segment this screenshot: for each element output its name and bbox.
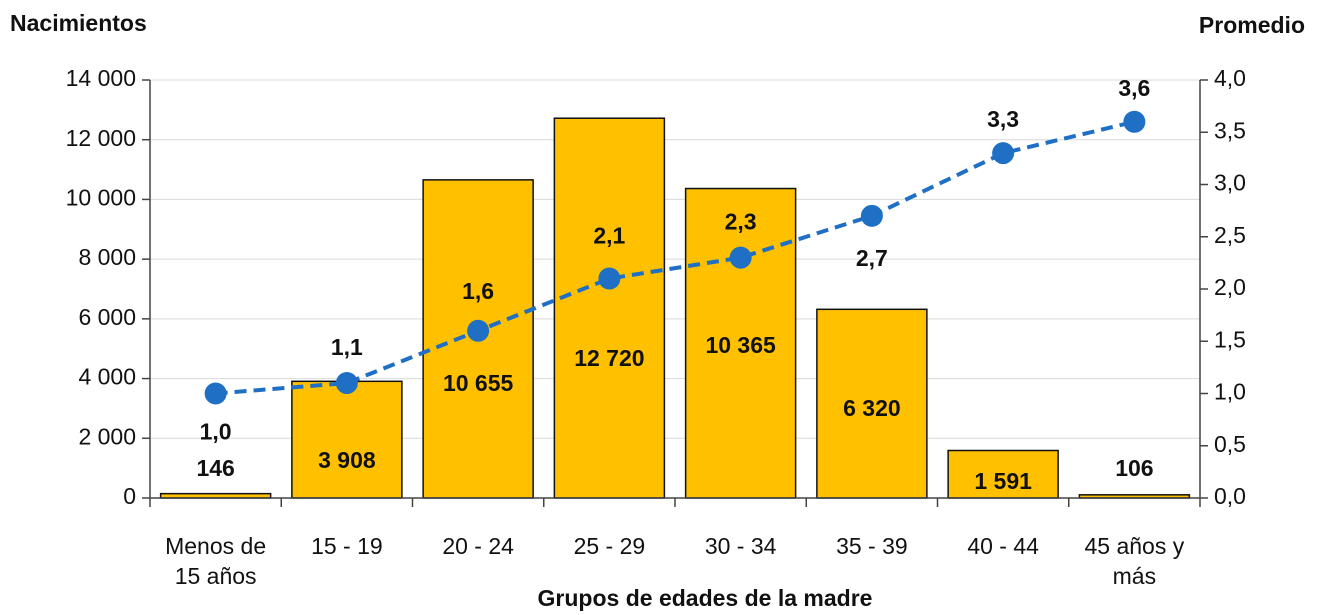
y2-tick-label: 0,0 xyxy=(1214,483,1246,509)
line-marker xyxy=(598,267,621,290)
bar-value-label: 3 908 xyxy=(318,447,376,473)
x-tick-label: 30 - 34 xyxy=(704,533,777,559)
y-tick-label: 4 000 xyxy=(78,364,136,390)
y-tick-label: 0 xyxy=(123,483,136,509)
y2-tick-label: 1,5 xyxy=(1214,326,1246,352)
bar xyxy=(684,187,797,499)
x-tick-label: Menos de 15 años xyxy=(165,533,267,589)
y2-tick-label: 3,0 xyxy=(1214,170,1246,196)
y-tick-label: 14 000 xyxy=(66,65,136,91)
line-value-label: 2,7 xyxy=(856,245,888,271)
line-marker xyxy=(729,246,752,269)
x-tick-label: 25 - 29 xyxy=(573,533,646,559)
bar-value-label: 6 320 xyxy=(843,395,901,421)
line-value-label: 2,1 xyxy=(593,223,625,249)
y2-tick-label: 3,5 xyxy=(1214,117,1246,143)
y-tick-label: 6 000 xyxy=(78,304,136,330)
line-value-label: 1,1 xyxy=(331,334,363,360)
y-tick-label: 12 000 xyxy=(66,125,136,151)
line xyxy=(215,119,1135,396)
y2-tick-label: 1,0 xyxy=(1214,379,1246,405)
bar-value-label: 106 xyxy=(1115,455,1153,481)
bar-value-label: 1 591 xyxy=(974,468,1032,494)
line-marker xyxy=(992,142,1015,165)
bar-value-label: 12 720 xyxy=(574,345,644,371)
x-axis-title: Grupos de edades de la madre xyxy=(538,585,873,611)
x-tick-label: 40 - 44 xyxy=(967,533,1039,559)
x-tick-label: 45 años y más xyxy=(1084,533,1185,589)
bar xyxy=(816,308,928,499)
x-tick-label: 20 - 24 xyxy=(442,533,514,559)
bar-value-label: 146 xyxy=(196,455,234,481)
line-marker xyxy=(1123,110,1146,133)
bar xyxy=(553,117,666,499)
y-tick-label: 10 000 xyxy=(66,185,136,211)
y-tick-label: 2 000 xyxy=(78,423,136,449)
right-axis-title: Promedio xyxy=(1199,12,1305,38)
line-value-label: 1,6 xyxy=(462,278,494,304)
line-marker xyxy=(335,372,358,395)
bar xyxy=(291,380,403,499)
bar-value-label: 10 365 xyxy=(705,332,776,358)
line-marker xyxy=(467,319,490,342)
bar-value-label: 10 655 xyxy=(443,370,514,396)
x-tick-label: 35 - 39 xyxy=(836,533,908,559)
x-tick-label: 15 - 19 xyxy=(311,533,383,559)
line-value-label: 3,3 xyxy=(987,106,1019,132)
line-marker xyxy=(860,204,883,227)
y2-tick-label: 4,0 xyxy=(1214,65,1246,91)
line-value-label: 3,6 xyxy=(1118,75,1150,101)
line-marker xyxy=(204,382,227,405)
left-axis-title: Nacimientos xyxy=(10,10,147,36)
line-value-label: 1,0 xyxy=(200,419,232,445)
y2-tick-label: 0,5 xyxy=(1214,431,1246,457)
y-tick-label: 8 000 xyxy=(78,244,136,270)
y2-tick-label: 2,0 xyxy=(1214,274,1246,300)
line-value-label: 2,3 xyxy=(725,209,757,235)
y2-tick-label: 2,5 xyxy=(1214,222,1246,248)
